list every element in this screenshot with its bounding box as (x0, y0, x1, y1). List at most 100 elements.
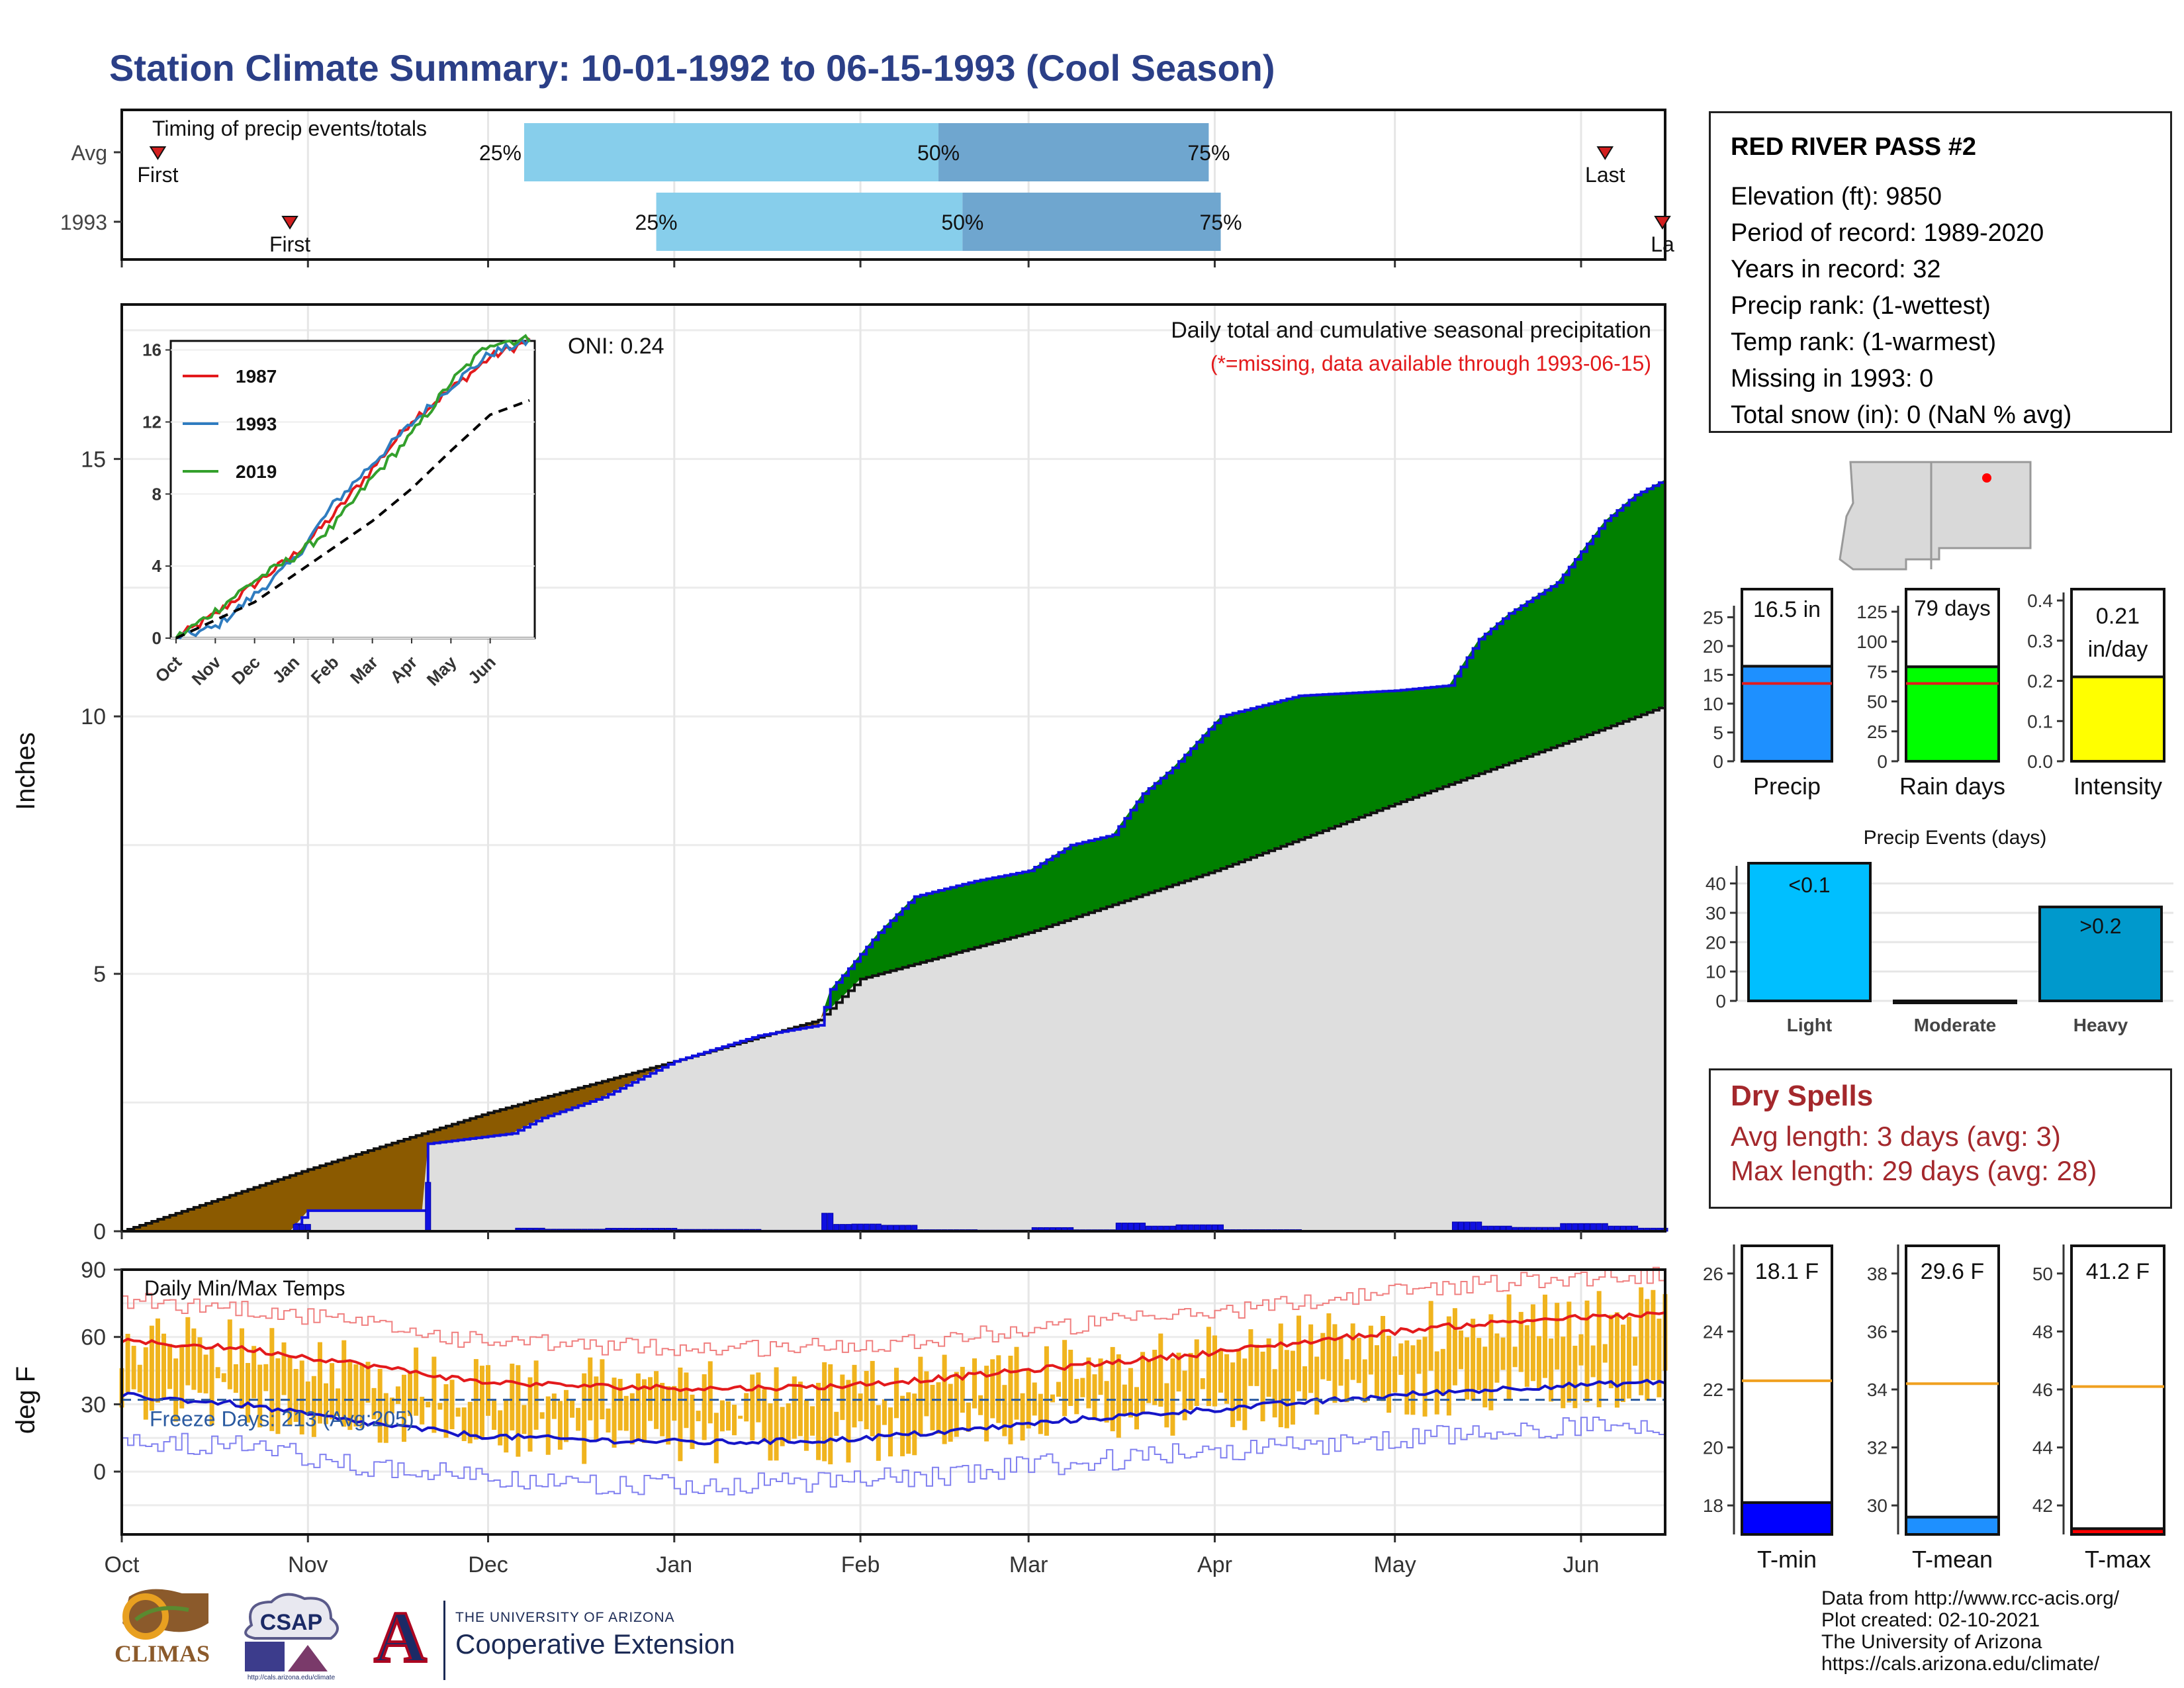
daily-temp-bar (1422, 1336, 1428, 1417)
daily-temp-bar (545, 1396, 551, 1455)
climas-logo: CLIMAS (114, 1589, 210, 1667)
daily-temp-bar (719, 1400, 725, 1432)
daily-temp-bar (383, 1393, 388, 1443)
daily-temp-bar (1158, 1333, 1163, 1407)
daily-temp-bar (960, 1366, 965, 1413)
events-title: Precip Events (days) (1864, 827, 2047, 849)
credit-url: https://cals.arizona.edu/climate/ (1821, 1653, 2100, 1675)
inset-x-tick-label: Mar (346, 652, 382, 688)
daily-temp-bar (395, 1386, 400, 1404)
daily-temp-bar (1002, 1385, 1007, 1436)
daily-temp-bar (1602, 1344, 1608, 1363)
tmax-y-tick-label: 50 (2032, 1264, 2053, 1284)
daily-temp-bar (203, 1354, 208, 1393)
station-precip-rank: Precip rank: (1-wettest) (1731, 292, 1991, 320)
precip-total-bar (1741, 665, 1833, 763)
daily-temp-bar (1260, 1351, 1265, 1422)
tmax-y-tick-label: 46 (2032, 1380, 2053, 1400)
daily-temp-bar (449, 1380, 455, 1430)
daily-temp-bar (882, 1399, 887, 1425)
daily-temp-bar (792, 1376, 797, 1439)
tmin-box (1741, 1244, 1833, 1504)
events-y-tick-label: 10 (1706, 962, 1726, 982)
daily-temp-bar (1152, 1350, 1158, 1405)
daily-temp-bar (324, 1383, 329, 1425)
daily-temp-bar (516, 1365, 521, 1457)
tmax-y-tick-label: 42 (2032, 1495, 2053, 1516)
events-bar-label: >0.2 (2079, 914, 2121, 938)
daily-temp-bar (371, 1387, 377, 1419)
daily-precip-bar (821, 1213, 828, 1232)
tmin-bar (1741, 1501, 1833, 1536)
daily-temp-bar (1266, 1338, 1271, 1397)
daily-temp-bar (707, 1361, 713, 1424)
precip-panel-frame (120, 303, 1666, 1233)
daily-temp-bar (1236, 1348, 1242, 1421)
daily-temp-bar (1350, 1323, 1355, 1380)
daily-temp-bar (1290, 1350, 1295, 1425)
freeze-days-label: Freeze Days: 213 (Avg:205) (150, 1407, 414, 1431)
daily-temp-bar (1248, 1329, 1253, 1386)
daily-temp-bar (263, 1364, 269, 1391)
page-title: Station Climate Summary: 10-01-1992 to 0… (109, 47, 1275, 89)
rain-days-category-label: Rain days (1899, 773, 2005, 800)
ua-logo-divider (443, 1601, 445, 1680)
daily-temp-bar (179, 1345, 185, 1409)
daily-temp-bar (1596, 1291, 1602, 1407)
daily-temp-bar (1020, 1393, 1025, 1441)
daily-temp-bar (1500, 1337, 1506, 1370)
daily-temp-bar (1488, 1314, 1494, 1411)
daily-temp-bar (533, 1360, 539, 1430)
daily-precip-bar (1451, 1221, 1458, 1232)
daily-temp-bar (251, 1346, 257, 1399)
daily-temp-bar (762, 1389, 767, 1442)
daily-temp-bar (1326, 1313, 1332, 1382)
timing-bar-25-50 (656, 193, 963, 251)
temp-avg-min-line (121, 1378, 1666, 1446)
daily-temp-bar (797, 1382, 803, 1436)
tmin-value-label: 18.1 F (1755, 1259, 1819, 1284)
daily-temp-bar (1506, 1294, 1512, 1400)
daily-temp-bar (246, 1363, 251, 1423)
timing-label-75: 75% (1200, 211, 1242, 234)
daily-temp-bar (744, 1393, 749, 1422)
daily-temp-bar (1134, 1387, 1139, 1430)
daily-temp-bar (426, 1401, 431, 1408)
daily-temp-bar (1224, 1354, 1230, 1404)
events-bar-moderate (1893, 1000, 2017, 1004)
inset-legend-label: 2019 (236, 461, 277, 482)
inset-legend-label: 1987 (236, 366, 277, 387)
tmin-y-tick-label: 20 (1703, 1438, 1723, 1458)
precip-y-axis-label: Inches (11, 732, 40, 810)
daily-temp-bar (984, 1366, 989, 1442)
tmax-y-tick-label: 48 (2032, 1321, 2053, 1342)
tmin-y-tick-label: 18 (1703, 1495, 1723, 1516)
daily-temp-bar (1044, 1346, 1049, 1436)
events-bar-label: <0.1 (1788, 873, 1830, 897)
x-tick-label: Jun (1563, 1552, 1600, 1577)
daily-temp-bar (1008, 1355, 1013, 1444)
rain-days-y-tick-label: 0 (1877, 751, 1888, 772)
daily-temp-bar (401, 1374, 406, 1442)
inset-y-tick-label: 8 (152, 484, 161, 504)
tmean-bar (1905, 1515, 2000, 1536)
dry-spells-box: Dry Spells Avg length: 3 days (avg: 3) M… (1709, 1068, 2172, 1209)
daily-temp-bar (1572, 1345, 1578, 1409)
daily-precip-bar (1457, 1221, 1464, 1232)
daily-temp-bar (1627, 1317, 1632, 1399)
temp-y-tick-label: 90 (81, 1258, 106, 1283)
station-period: Period of record: 1989-2020 (1731, 219, 2044, 247)
inset-x-tick-label: Jan (268, 652, 303, 687)
daily-temp-bar (137, 1364, 142, 1393)
daily-temp-bar (161, 1333, 167, 1400)
station-elevation: Elevation (ft): 9850 (1731, 183, 1942, 211)
precip-cumulative-line (122, 479, 1666, 1233)
tmin-category-label: T-min (1757, 1546, 1817, 1573)
x-tick-label: Jan (656, 1552, 692, 1577)
precip-average-area (122, 706, 1665, 1231)
daily-temp-bar (1374, 1345, 1379, 1398)
timing-label-25: 25% (479, 141, 522, 165)
temp-title: Daily Min/Max Temps (144, 1276, 345, 1300)
daily-precip-bar (827, 1213, 834, 1232)
daily-temp-bar (522, 1405, 527, 1434)
